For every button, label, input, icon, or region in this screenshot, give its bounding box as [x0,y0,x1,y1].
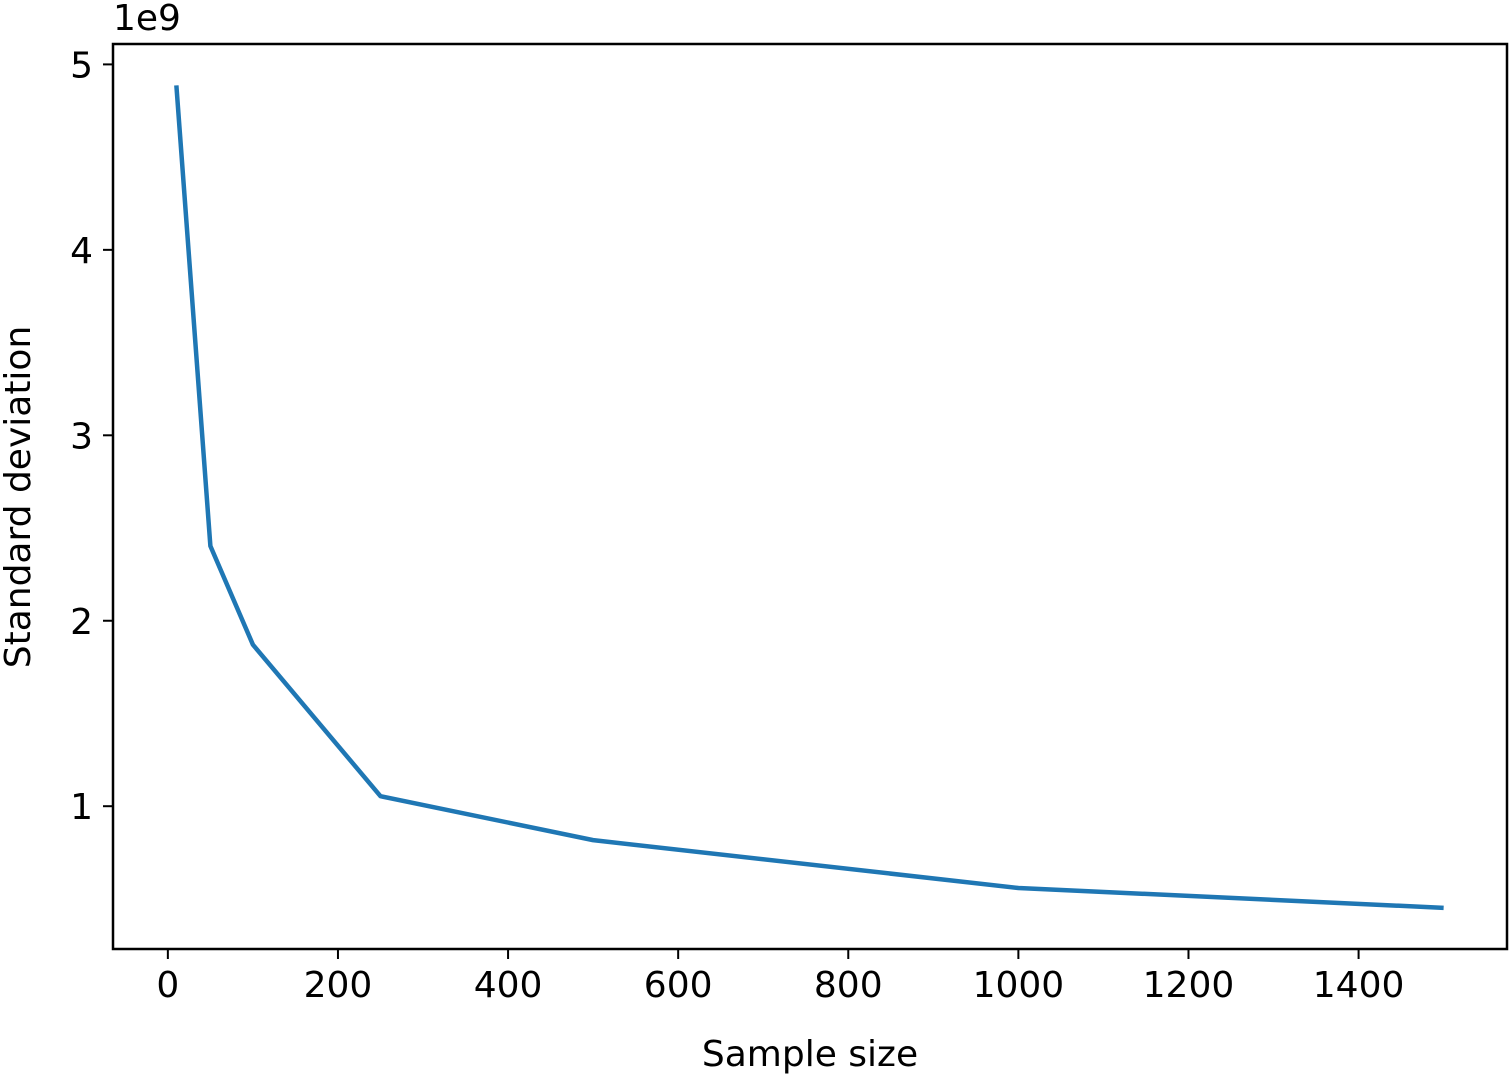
y-offset-text: 1e9 [113,0,181,39]
x-tick-label: 800 [814,965,883,1006]
y-tick-label: 5 [70,45,93,86]
x-tick-label: 200 [304,965,373,1006]
y-tick-label: 4 [70,231,93,272]
x-tick-label: 600 [644,965,713,1006]
x-tick-label: 400 [474,965,543,1006]
y-tick-label: 1 [70,787,93,828]
x-tick-label: 1000 [973,965,1065,1006]
x-tick-label: 1400 [1313,965,1405,1006]
y-tick-label: 2 [70,602,93,643]
plot-frame [111,42,1509,951]
x-tick-label: 0 [156,965,179,1006]
x-axis-label: Sample size [702,1034,918,1075]
y-tick-label: 3 [70,416,93,457]
line-series [174,85,1444,911]
x-tick-label: 1200 [1143,965,1235,1006]
y-axis-label: Standard deviation [0,326,39,669]
